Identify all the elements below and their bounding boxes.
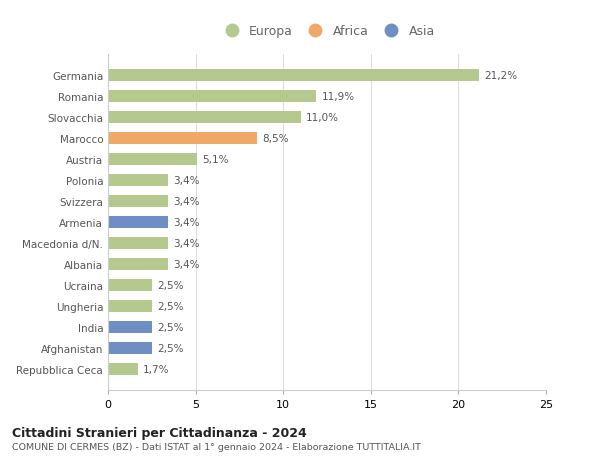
Bar	[108, 133, 257, 145]
Bar	[108, 196, 167, 207]
Text: 2,5%: 2,5%	[157, 302, 184, 311]
Text: 11,9%: 11,9%	[322, 92, 355, 102]
Text: 11,0%: 11,0%	[306, 113, 339, 123]
Text: 3,4%: 3,4%	[173, 218, 199, 228]
Bar	[108, 70, 479, 82]
Bar	[108, 238, 167, 249]
Text: 1,7%: 1,7%	[143, 364, 170, 374]
Bar	[108, 259, 167, 270]
Text: 3,4%: 3,4%	[173, 239, 199, 248]
Text: 2,5%: 2,5%	[157, 343, 184, 353]
Bar	[108, 364, 138, 375]
Bar	[108, 280, 152, 291]
Bar	[108, 322, 152, 333]
Bar	[108, 301, 152, 312]
Bar	[108, 175, 167, 186]
Text: Cittadini Stranieri per Cittadinanza - 2024: Cittadini Stranieri per Cittadinanza - 2…	[12, 426, 307, 439]
Text: 5,1%: 5,1%	[203, 155, 229, 165]
Bar	[108, 112, 301, 123]
Bar	[108, 154, 197, 166]
Text: COMUNE DI CERMES (BZ) - Dati ISTAT al 1° gennaio 2024 - Elaborazione TUTTITALIA.: COMUNE DI CERMES (BZ) - Dati ISTAT al 1°…	[12, 442, 421, 451]
Text: 2,5%: 2,5%	[157, 280, 184, 291]
Bar	[108, 342, 152, 354]
Text: 8,5%: 8,5%	[262, 134, 289, 144]
Bar	[108, 217, 167, 229]
Text: 3,4%: 3,4%	[173, 197, 199, 207]
Text: 3,4%: 3,4%	[173, 259, 199, 269]
Legend: Europa, Africa, Asia: Europa, Africa, Asia	[215, 21, 439, 42]
Text: 2,5%: 2,5%	[157, 322, 184, 332]
Bar	[108, 91, 316, 103]
Text: 3,4%: 3,4%	[173, 176, 199, 186]
Text: 21,2%: 21,2%	[485, 71, 518, 81]
